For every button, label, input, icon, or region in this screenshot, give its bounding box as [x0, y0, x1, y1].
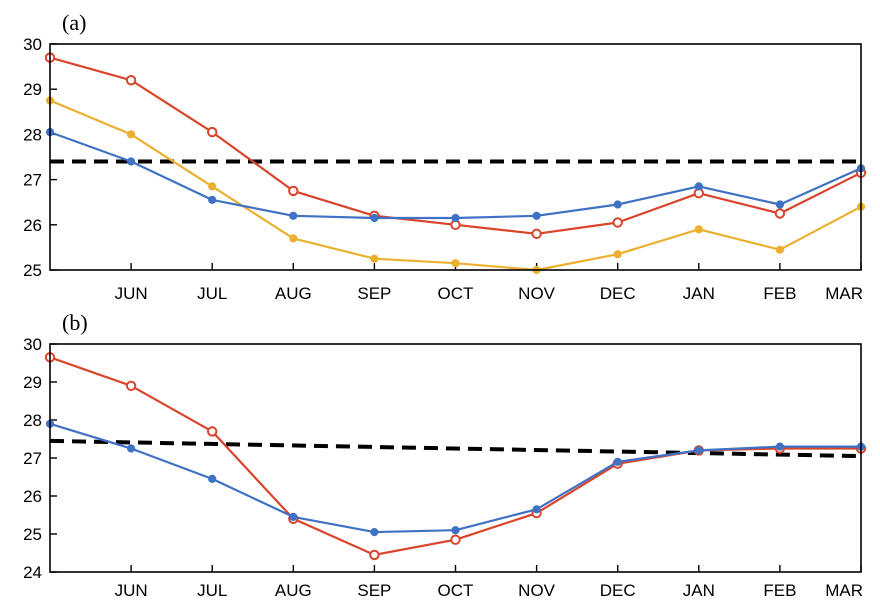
- series-1: [44, 52, 867, 240]
- panel-a-series: [44, 52, 867, 275]
- y-tick-label: 30: [23, 35, 42, 54]
- y-tick-label: 26: [23, 487, 42, 506]
- series-1-line: [49, 56, 862, 235]
- y-tick-label: 25: [23, 261, 42, 280]
- x-tick-label: SEP: [357, 284, 391, 303]
- x-tick-label: JAN: [683, 284, 715, 303]
- x-tick-label: FEB: [763, 284, 796, 303]
- panel-b-series: [44, 352, 867, 561]
- series-1-point: [207, 126, 218, 138]
- x-tick-label: NOV: [518, 581, 556, 600]
- series-2-point: [775, 245, 785, 254]
- y-tick-label: 28: [23, 411, 42, 430]
- series-3-point: [532, 211, 541, 220]
- series-2-point: [127, 130, 136, 139]
- x-tick-label: OCT: [438, 581, 474, 600]
- x-tick-label: JAN: [683, 581, 715, 600]
- series-3: [45, 128, 866, 223]
- series-2-point: [694, 446, 703, 455]
- panel-a-frame: [49, 43, 862, 271]
- series-1-point: [125, 75, 137, 86]
- panel-a-x-tick-labels: JUN JUL AUG SEP OCT NOV DEC JAN FEB MAR: [115, 284, 863, 303]
- y-tick-label: 24: [23, 563, 42, 582]
- series-2-point: [127, 444, 136, 453]
- series-1-point: [450, 534, 461, 545]
- panel-a-label: (a): [62, 10, 86, 35]
- y-tick-label: 30: [23, 335, 42, 354]
- series-1-point: [774, 208, 786, 219]
- series-3-point: [613, 200, 622, 209]
- panel-b-x-tick-labels: JUN JUL AUG SEP OCT NOV DEC JAN FEB MAR: [115, 581, 863, 600]
- series-1-line: [49, 356, 861, 557]
- y-tick-label: 29: [23, 80, 42, 99]
- x-tick-label: FEB: [763, 581, 796, 600]
- panel-a: (a) 25 26 27 28 29 30 JUN JUL AUG SEP OCT NOV DEC JA…: [23, 10, 867, 303]
- panel-b-reference-line: [49, 438, 862, 459]
- series-1-point: [207, 426, 218, 437]
- x-tick-label: NOV: [518, 284, 556, 303]
- panel-a-axes: [50, 43, 862, 271]
- y-tick-label: 25: [23, 525, 42, 544]
- series-2-point: [208, 474, 217, 483]
- panel-b-y-tick-labels: 24 25 26 27 28 29 30: [23, 335, 42, 582]
- x-tick-label: DEC: [600, 284, 636, 303]
- series-1-point: [612, 217, 623, 228]
- series-3-point: [451, 213, 460, 223]
- series-3-line: [49, 131, 862, 220]
- series-2-point: [532, 505, 541, 514]
- series-2: [45, 419, 866, 537]
- series-2-line: [49, 99, 862, 272]
- series-3-point: [694, 182, 703, 191]
- panel-b-label: (b): [62, 310, 88, 335]
- series-3-point: [127, 157, 136, 166]
- series-2-line: [49, 422, 861, 534]
- reference-dashed-line: [49, 438, 862, 459]
- series-2-point: [775, 442, 785, 451]
- series-2-point: [694, 225, 703, 234]
- series-1-point: [288, 185, 299, 197]
- series-2-point: [451, 526, 460, 535]
- panel-b: (b) 24 25 26 27 28 29 30 JUN JUL AUG SEP OCT NOV DEC…: [23, 310, 867, 600]
- series-2-point: [208, 182, 217, 191]
- series-2-point: [289, 234, 298, 243]
- x-tick-label: MAR: [825, 581, 863, 600]
- series-3-point: [370, 213, 379, 223]
- x-tick-label: AUG: [275, 284, 312, 303]
- series-2-point: [613, 250, 622, 259]
- series-1-point: [531, 228, 542, 240]
- series-2-point: [613, 457, 622, 466]
- x-tick-label: DEC: [600, 581, 636, 600]
- x-tick-label: MAR: [825, 284, 863, 303]
- series-2-point: [370, 528, 379, 537]
- series-3-point: [289, 211, 298, 220]
- x-tick-label: AUG: [275, 581, 312, 600]
- series-1-point: [125, 380, 137, 391]
- x-tick-label: JUN: [115, 581, 148, 600]
- series-2: [45, 96, 866, 275]
- y-tick-label: 27: [23, 171, 42, 190]
- panel-b-frame: [49, 343, 862, 573]
- x-tick-label: JUL: [197, 581, 227, 600]
- series-2-point: [370, 254, 379, 263]
- x-tick-label: OCT: [438, 284, 474, 303]
- x-tick-label: JUL: [197, 284, 227, 303]
- series-1-point: [369, 549, 380, 561]
- x-tick-label: SEP: [357, 581, 391, 600]
- x-tick-label: JUN: [115, 284, 148, 303]
- series-2-point: [451, 259, 460, 268]
- series-2-point: [289, 512, 298, 522]
- panel-a-y-tick-labels: 25 26 27 28 29 30: [23, 35, 42, 280]
- y-tick-label: 28: [23, 125, 42, 144]
- y-tick-label: 27: [23, 449, 42, 468]
- series-3-point: [208, 195, 217, 204]
- series-3-point: [775, 200, 785, 209]
- y-tick-label: 26: [23, 216, 42, 235]
- y-tick-label: 29: [23, 373, 42, 392]
